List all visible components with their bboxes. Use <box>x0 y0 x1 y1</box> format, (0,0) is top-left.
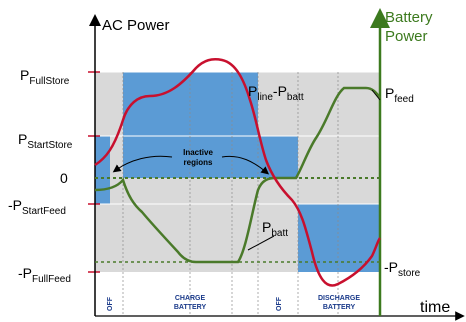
region-off-2: OFF <box>276 296 283 311</box>
active-band-2 <box>95 178 110 204</box>
ac-power-title: AC Power <box>102 17 170 34</box>
battery-title-line2: Power <box>385 28 428 45</box>
region-charge-line2: BATTERY <box>174 304 207 311</box>
level-ticks <box>88 71 100 273</box>
level-full-feed: -PFullFeed <box>18 265 71 285</box>
ac-power-curve <box>94 58 381 287</box>
pfeed-pointer <box>371 89 381 101</box>
level-full-store: PFullStore <box>20 67 70 87</box>
inactive-regions-annotation: Inactive regions <box>112 148 270 175</box>
label-pfeed: Pfeed <box>385 85 414 105</box>
region-off-1: OFF <box>107 296 114 311</box>
level-zero: 0 <box>60 170 68 186</box>
annotation-line2: regions <box>184 158 213 167</box>
region-discharge-line2: BATTERY <box>323 304 356 311</box>
label-pline-minus-pbatt: Pline-Pbatt <box>248 83 304 103</box>
active-band-charge <box>123 72 258 178</box>
battery-power-curve <box>94 86 382 264</box>
background-bands <box>95 72 380 316</box>
label-pstore: -Pstore <box>384 259 421 279</box>
level-start-store: PStartStore <box>18 131 73 151</box>
pbatt-pointer <box>247 235 275 251</box>
level-start-feed: -PStartFeed <box>8 197 66 217</box>
active-band-1 <box>95 136 110 178</box>
battery-title-line1: Battery <box>385 9 433 26</box>
region-discharge-line1: DISCHARGE <box>318 295 360 302</box>
active-band-discharge <box>298 204 380 272</box>
time-label: time <box>420 299 450 316</box>
label-pbatt: Pbatt <box>262 219 288 239</box>
annotation-line1: Inactive <box>183 148 213 157</box>
region-charge-line1: CHARGE <box>175 295 206 302</box>
